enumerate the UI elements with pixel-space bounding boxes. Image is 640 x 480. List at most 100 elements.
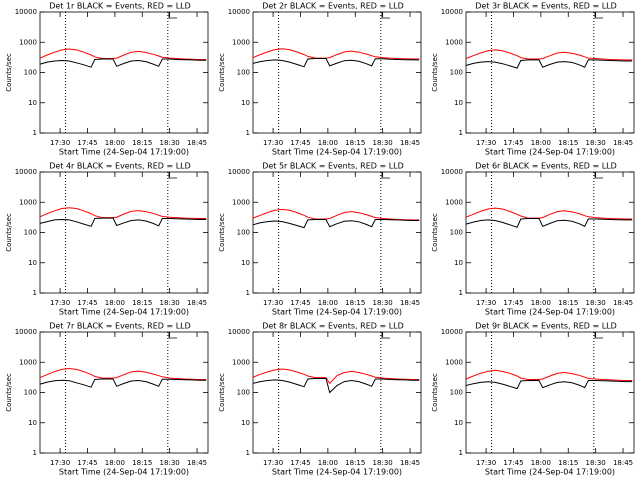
x-tick-label: 18:45 <box>613 299 633 307</box>
x-tick-label: 18:15 <box>345 139 365 147</box>
x-tick-label: 18:45 <box>400 459 420 467</box>
x-tick-label: 18:00 <box>318 139 338 147</box>
x-tick-label: 18:30 <box>586 299 606 307</box>
x-tick-label: 18:30 <box>373 299 393 307</box>
chart-panel: Det 7r BLACK = Events, RED = LLD Counts/s… <box>5 322 209 477</box>
x-tick-label: 18:00 <box>318 299 338 307</box>
series-line <box>39 217 207 227</box>
chart-title: Det 1r BLACK = Events, RED = LLD <box>49 2 191 11</box>
x-tick-label: 18:45 <box>400 299 420 307</box>
y-tick-label: 1 <box>33 449 37 457</box>
y-tick-label: 10000 <box>15 328 37 336</box>
y-tick-label: 10000 <box>441 168 463 176</box>
y-tick-label: 1000 <box>445 198 463 206</box>
y-tick-label: 10 <box>28 99 37 107</box>
chart-panel: Det 8r BLACK = Events, RED = LLD Counts/s… <box>218 322 422 477</box>
x-tick-label: 18:30 <box>160 299 180 307</box>
y-tick-label: 1 <box>33 129 37 137</box>
chart-panel: Det 6r BLACK = Events, RED = LLD Counts/s… <box>431 162 635 317</box>
x-tick-label: 17:45 <box>503 459 523 467</box>
series-line <box>39 58 207 68</box>
y-tick-label: 1 <box>459 289 463 297</box>
y-tick-label: 10 <box>28 259 37 267</box>
series-line <box>252 208 420 221</box>
chart-title: Det 3r BLACK = Events, RED = LLD <box>475 2 617 11</box>
series-line <box>252 219 420 229</box>
y-axis-label: Counts/sec <box>431 53 439 92</box>
series-line <box>39 367 207 380</box>
chart-title: Det 4r BLACK = Events, RED = LLD <box>49 162 191 171</box>
series-line <box>252 378 420 394</box>
y-axis-label: Counts/sec <box>431 213 439 252</box>
chart-panel: Det 2r BLACK = Events, RED = LLD Counts/s… <box>218 2 422 157</box>
x-tick-label: 17:30 <box>263 299 283 307</box>
x-tick-label: 17:45 <box>290 299 310 307</box>
chart-panel: Det 5r BLACK = Events, RED = LLD Counts/s… <box>218 162 422 317</box>
x-tick-label: 18:45 <box>613 459 633 467</box>
chart-title: Det 8r BLACK = Events, RED = LLD <box>262 322 404 331</box>
y-tick-label: 10000 <box>15 8 37 16</box>
x-tick-label: 18:45 <box>187 459 207 467</box>
x-tick-label: 18:00 <box>531 299 551 307</box>
bracket <box>381 172 390 179</box>
x-tick-label: 18:15 <box>345 299 365 307</box>
x-tick-label: 18:45 <box>187 299 207 307</box>
x-tick-label: 18:30 <box>373 459 393 467</box>
series-line <box>39 207 207 219</box>
x-axis-label: Start Time (24-Sep-04 17:19:00) <box>485 308 615 317</box>
series-line <box>465 49 633 61</box>
x-tick-label: 17:45 <box>503 299 523 307</box>
y-tick-label: 100 <box>24 389 37 397</box>
y-tick-label: 100 <box>237 389 250 397</box>
series-line <box>465 380 633 390</box>
x-axis-label: Start Time (24-Sep-04 17:19:00) <box>59 148 189 157</box>
y-tick-label: 10000 <box>228 168 250 176</box>
y-tick-label: 10 <box>241 99 250 107</box>
y-tick-label: 1000 <box>445 38 463 46</box>
y-tick-label: 1000 <box>232 38 250 46</box>
y-tick-label: 10 <box>241 259 250 267</box>
x-tick-label: 18:45 <box>187 139 207 147</box>
y-tick-label: 100 <box>24 69 37 77</box>
y-axis-label: Counts/sec <box>431 373 439 412</box>
x-tick-label: 18:15 <box>132 139 152 147</box>
y-tick-label: 1000 <box>232 358 250 366</box>
x-tick-label: 18:45 <box>613 139 633 147</box>
series-line <box>252 48 420 60</box>
chart-title: Det 5r BLACK = Events, RED = LLD <box>262 162 404 171</box>
y-axis-label: Counts/sec <box>218 53 226 92</box>
y-tick-label: 10000 <box>228 8 250 16</box>
x-tick-label: 18:00 <box>105 299 125 307</box>
bracket <box>381 332 390 339</box>
x-tick-label: 18:15 <box>558 299 578 307</box>
bracket <box>168 172 177 179</box>
y-tick-label: 1000 <box>445 358 463 366</box>
y-tick-label: 100 <box>450 389 463 397</box>
y-tick-label: 1 <box>33 289 37 297</box>
series-line <box>39 48 207 60</box>
x-axis-label: Start Time (24-Sep-04 17:19:00) <box>272 308 402 317</box>
x-tick-label: 18:45 <box>400 139 420 147</box>
y-tick-label: 10 <box>454 419 463 427</box>
x-tick-label: 17:45 <box>77 459 97 467</box>
x-tick-label: 17:30 <box>50 139 70 147</box>
x-axis-label: Start Time (24-Sep-04 17:19:00) <box>59 468 189 477</box>
x-tick-label: 18:00 <box>531 459 551 467</box>
x-axis-label: Start Time (24-Sep-04 17:19:00) <box>272 148 402 157</box>
y-tick-label: 1000 <box>19 198 37 206</box>
x-tick-label: 18:15 <box>132 299 152 307</box>
x-tick-label: 17:30 <box>50 459 70 467</box>
y-tick-label: 1 <box>246 289 250 297</box>
series-line <box>465 59 633 69</box>
y-axis-label: Counts/sec <box>5 373 13 412</box>
chart-title: Det 6r BLACK = Events, RED = LLD <box>475 162 617 171</box>
y-tick-label: 10 <box>454 259 463 267</box>
x-tick-label: 18:15 <box>558 459 578 467</box>
x-tick-label: 17:30 <box>476 139 496 147</box>
chart-title: Det 7r BLACK = Events, RED = LLD <box>49 322 191 331</box>
y-tick-label: 1 <box>459 449 463 457</box>
y-tick-label: 10000 <box>441 328 463 336</box>
x-tick-label: 18:00 <box>318 459 338 467</box>
x-axis-label: Start Time (24-Sep-04 17:19:00) <box>59 308 189 317</box>
x-tick-label: 18:30 <box>586 459 606 467</box>
